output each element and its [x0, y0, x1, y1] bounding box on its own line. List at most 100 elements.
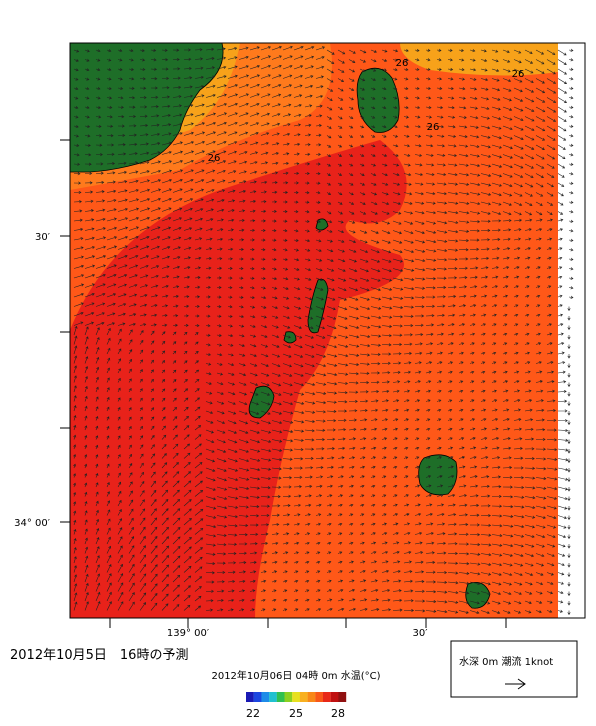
current-arrow — [568, 143, 574, 147]
current-arrow — [183, 536, 192, 545]
current-arrow — [491, 182, 502, 187]
current-arrow — [172, 256, 181, 260]
current-arrow — [216, 247, 223, 251]
current-arrow — [381, 598, 391, 602]
current-arrow — [567, 563, 571, 568]
current-arrow — [480, 144, 491, 149]
current-arrow — [326, 249, 334, 253]
current-arrow — [359, 192, 366, 196]
current-arrow — [194, 499, 204, 507]
current-arrow — [469, 542, 481, 547]
current-arrow — [447, 600, 459, 604]
current-arrow — [436, 437, 442, 441]
current-arrow — [249, 46, 260, 51]
current-arrow — [348, 306, 359, 311]
current-arrow — [304, 287, 312, 291]
current-arrow — [502, 144, 513, 150]
current-arrow — [150, 425, 155, 431]
colorbar-tick: 22 — [246, 707, 260, 720]
current-arrow — [282, 296, 290, 300]
current-arrow — [161, 294, 169, 298]
current-arrow — [84, 190, 94, 194]
current-arrow — [106, 86, 112, 90]
current-arrow — [425, 408, 431, 412]
current-arrow — [392, 446, 398, 450]
current-arrow — [425, 342, 434, 346]
current-arrow — [238, 267, 244, 271]
current-arrow — [238, 219, 245, 223]
current-arrow — [337, 306, 348, 311]
current-arrow — [403, 589, 414, 593]
current-arrow — [458, 552, 470, 556]
current-arrow — [216, 228, 224, 232]
current-arrow — [139, 264, 149, 269]
current-arrow — [128, 573, 135, 583]
current-arrow — [183, 471, 191, 478]
current-arrow — [183, 556, 192, 564]
current-arrow — [194, 324, 200, 328]
current-arrow — [447, 493, 456, 497]
current-arrow — [567, 553, 571, 559]
current-arrow — [139, 462, 144, 469]
current-arrow — [238, 551, 247, 555]
current-arrow — [557, 332, 564, 336]
current-arrow — [172, 217, 182, 222]
current-arrow — [117, 86, 124, 90]
current-arrow — [117, 582, 124, 592]
current-arrow — [436, 522, 446, 526]
current-arrow — [304, 494, 312, 498]
current-arrow — [139, 323, 147, 327]
current-arrow — [150, 573, 158, 583]
current-arrow — [491, 106, 501, 111]
current-arrow — [315, 475, 324, 479]
current-arrow — [568, 162, 574, 166]
current-arrow — [436, 380, 442, 384]
current-arrow — [447, 163, 458, 167]
current-arrow — [183, 434, 190, 440]
current-arrow — [194, 169, 205, 174]
current-arrow — [73, 255, 84, 260]
current-arrow — [447, 230, 459, 234]
current-arrow — [381, 173, 388, 177]
current-arrow — [458, 201, 470, 205]
current-arrow — [337, 59, 345, 64]
current-arrow — [513, 87, 523, 93]
current-arrow — [480, 418, 487, 422]
current-arrow — [315, 152, 321, 157]
current-arrow — [491, 553, 503, 557]
current-arrow — [524, 256, 531, 260]
current-arrow — [370, 456, 376, 460]
current-arrow — [370, 522, 376, 526]
current-arrow — [194, 276, 201, 280]
current-arrow — [370, 418, 378, 422]
current-arrow — [150, 323, 157, 327]
current-arrow — [359, 296, 370, 301]
current-arrow — [172, 536, 181, 545]
current-arrow — [381, 258, 392, 263]
current-arrow — [381, 68, 387, 72]
current-arrow — [194, 443, 202, 450]
current-arrow — [348, 494, 354, 498]
current-arrow — [117, 152, 127, 156]
current-arrow — [183, 517, 192, 526]
current-arrow — [348, 484, 354, 488]
current-arrow — [260, 334, 268, 338]
current-arrow — [337, 201, 343, 205]
current-arrow — [348, 154, 354, 157]
current-arrow — [502, 456, 512, 460]
current-arrow — [161, 379, 166, 383]
current-arrow — [95, 473, 99, 478]
current-arrow — [304, 325, 314, 330]
current-arrow — [469, 342, 475, 346]
current-arrow — [238, 570, 246, 574]
current-arrow — [161, 123, 172, 127]
current-arrow — [216, 580, 225, 584]
current-arrow — [370, 315, 382, 320]
current-arrow — [359, 427, 367, 431]
current-arrow — [172, 369, 177, 374]
current-arrow — [524, 515, 536, 519]
current-arrow — [480, 465, 489, 469]
current-arrow — [95, 302, 106, 307]
current-arrow — [359, 598, 368, 602]
current-arrow — [513, 68, 523, 73]
